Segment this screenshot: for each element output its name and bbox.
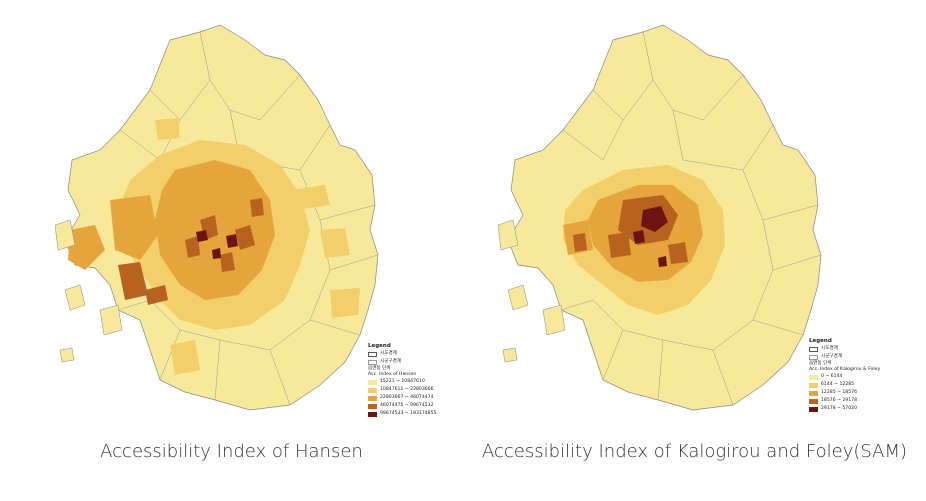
legend-unit-label: 읍면동 단위 — [368, 366, 391, 371]
legend-unit-label: 읍면동 단위 — [809, 361, 832, 366]
legend-class: 12285 ~ 18576 — [809, 389, 901, 397]
legend-boundary-item: 시군구경계 — [809, 353, 901, 361]
map-caption: Accessibility Index of Hansen — [100, 441, 363, 462]
legend-sam: Legend 시도경계 시군구경계 읍면동 단위 Acc. Index of K… — [809, 338, 901, 413]
legend-field-label: Acc. Index of Hansen — [368, 372, 417, 377]
map-panel-hansen: Legend 시도경계 시군구경계 읍면동 단위 Acc. Index of H… — [54, 24, 460, 462]
legend-field-label: Acc. Index of Kalogirou & Foley — [809, 367, 881, 372]
legend-title: Legend — [368, 343, 391, 349]
legend-class: 22803667 ~ 46074474 — [368, 394, 460, 402]
legend-class: 46074475 ~ 99674532 — [368, 402, 460, 410]
legend-title: Legend — [809, 338, 832, 344]
legend-boundary-item: 시군구경계 — [368, 358, 460, 366]
legend-boundary-item: 시도경계 — [809, 345, 901, 353]
choropleth-map-hansen — [54, 24, 379, 411]
legend-class: 15221 ~ 10847610 — [368, 378, 460, 386]
map-caption: Accessibility Index of Kalogirou and Fol… — [482, 441, 907, 462]
legend-class: 99674533 ~ 183174855 — [368, 410, 460, 418]
legend-class: 10847611 ~ 22803666 — [368, 386, 460, 394]
legend-boundary-item: 시도경계 — [368, 350, 460, 358]
legend-hansen: Legend 시도경계 시군구경계 읍면동 단위 Acc. Index of H… — [368, 343, 460, 418]
map-panel-sam: Legend 시도경계 시군구경계 읍면동 단위 Acc. Index of K… — [463, 0, 926, 501]
choropleth-map-sam — [497, 24, 822, 411]
legend-class: 6144 ~ 12285 — [809, 381, 901, 389]
legend-class: 29178 ~ 57020 — [809, 405, 901, 413]
legend-class: 0 ~ 6144 — [809, 373, 901, 381]
legend-class: 18576 ~ 29178 — [809, 397, 901, 405]
